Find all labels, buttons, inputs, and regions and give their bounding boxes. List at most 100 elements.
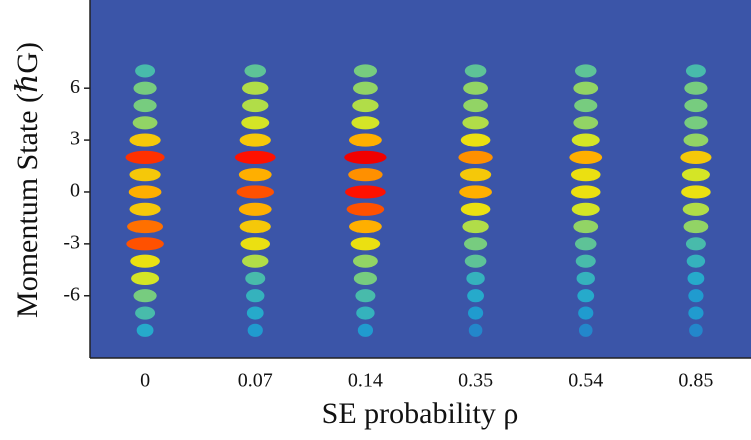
population-blob — [129, 168, 161, 182]
population-blob — [573, 219, 599, 234]
population-blob — [350, 237, 381, 251]
population-blob — [577, 289, 595, 303]
population-blob — [238, 168, 272, 182]
population-blob — [353, 271, 378, 286]
population-blob — [468, 323, 483, 337]
population-blob — [681, 168, 710, 182]
population-blob — [241, 116, 270, 130]
population-blob — [351, 116, 380, 130]
population-blob — [132, 116, 158, 130]
population-blob — [458, 150, 493, 164]
population-blob — [464, 64, 487, 78]
x-tick-label: 0.07 — [238, 370, 273, 392]
population-blob — [136, 323, 154, 337]
population-blob — [133, 98, 157, 113]
population-blob — [246, 306, 264, 320]
x-tick-label: 0.14 — [348, 370, 383, 392]
population-blob — [126, 237, 164, 251]
population-blob — [133, 289, 157, 303]
population-blob — [246, 289, 265, 303]
population-blob — [125, 150, 165, 164]
x-tick-label: 0.54 — [568, 370, 603, 392]
y-tick-label: 3 — [70, 128, 80, 150]
population-blob — [576, 271, 595, 286]
population-blob — [683, 219, 709, 234]
population-blob — [688, 289, 704, 303]
population-blob — [574, 237, 597, 251]
population-blob — [578, 323, 593, 337]
population-blob — [352, 98, 379, 113]
population-blob — [129, 133, 161, 147]
population-blob — [689, 323, 703, 337]
population-blob — [242, 254, 269, 268]
plot-background — [90, 0, 751, 358]
population-blob — [349, 133, 382, 147]
population-blob — [356, 306, 375, 320]
y-tick-label: -6 — [63, 283, 80, 305]
population-blob — [239, 219, 271, 234]
population-blob — [688, 306, 704, 320]
population-blob — [571, 202, 600, 216]
population-blob — [463, 81, 488, 95]
population-blob — [462, 219, 489, 234]
population-blob — [578, 306, 594, 320]
population-blob — [681, 185, 711, 199]
population-blob — [236, 185, 275, 199]
population-blob — [575, 254, 596, 268]
population-blob — [680, 150, 712, 164]
population-blob — [570, 185, 601, 199]
population-blob — [684, 98, 708, 113]
population-blob — [349, 219, 382, 234]
x-tick-label: 0 — [140, 370, 150, 392]
population-blob — [687, 271, 705, 286]
population-blob — [682, 202, 710, 216]
population-blob — [242, 98, 269, 113]
population-blob — [247, 323, 263, 337]
population-blob — [573, 81, 599, 95]
population-blob — [574, 98, 598, 113]
y-tick-label: -3 — [63, 231, 80, 253]
population-blob — [685, 64, 706, 78]
population-blob — [463, 237, 488, 251]
population-blob — [460, 202, 491, 216]
population-blob — [346, 202, 385, 216]
population-blob — [570, 168, 601, 182]
population-blob — [240, 237, 271, 251]
population-blob — [683, 133, 709, 147]
population-blob — [459, 185, 492, 199]
population-blob — [684, 81, 708, 95]
population-blob — [460, 133, 491, 147]
population-blob — [239, 133, 271, 147]
population-blob — [131, 271, 160, 286]
population-blob — [574, 64, 597, 78]
population-blob — [685, 237, 706, 251]
population-blob — [129, 202, 161, 216]
population-blob — [573, 116, 599, 130]
population-blob — [467, 306, 484, 320]
population-blob — [135, 306, 156, 320]
population-blob — [467, 289, 484, 303]
population-blob — [238, 202, 272, 216]
population-blob — [345, 185, 386, 199]
population-blob — [344, 150, 387, 164]
population-blob — [462, 116, 489, 130]
y-axis-title: Momentum State (ℏG) — [11, 42, 44, 318]
population-blob — [348, 168, 383, 182]
population-blob — [234, 150, 276, 164]
population-blob — [244, 64, 267, 78]
x-axis-title: SE probability ρ — [322, 397, 519, 430]
population-blob — [459, 168, 492, 182]
population-blob — [242, 81, 269, 95]
population-blob — [357, 323, 374, 337]
x-tick-label: 0.35 — [458, 370, 493, 392]
population-blob — [686, 254, 706, 268]
population-blob — [571, 133, 600, 147]
x-tick-label: 0.85 — [678, 370, 713, 392]
population-blob — [353, 81, 378, 95]
population-blob — [569, 150, 603, 164]
y-tick-label: 0 — [70, 180, 80, 202]
population-blob — [463, 98, 488, 113]
population-blob — [466, 271, 485, 286]
y-tick-label: 6 — [70, 76, 80, 98]
